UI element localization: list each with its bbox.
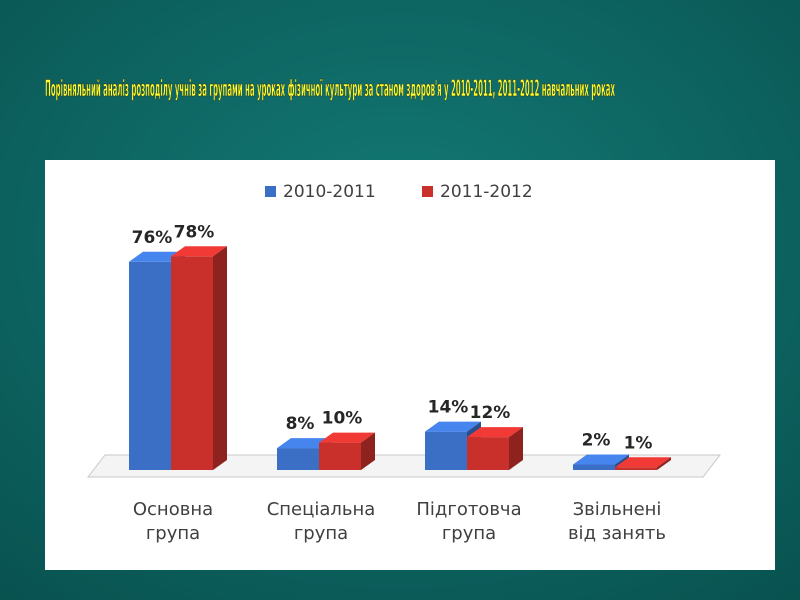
value-label: 2%: [582, 431, 611, 451]
legend-label: 2010-2011: [283, 182, 376, 202]
x-tick-label: Спеціальна група: [266, 499, 376, 544]
x-tick-label: Основна група: [132, 499, 214, 544]
bar-front: [319, 442, 361, 470]
value-label: 1%: [624, 433, 653, 453]
value-label: 10%: [322, 409, 363, 429]
value-label: 8%: [286, 414, 315, 434]
legend-swatch: [265, 186, 276, 197]
bar-top: [425, 421, 481, 432]
bar-side: [213, 246, 227, 470]
bar: [319, 432, 375, 470]
bar-top: [467, 427, 523, 438]
bar-front: [277, 448, 319, 470]
bar-front: [425, 431, 467, 470]
floor: [86, 454, 722, 478]
bar-front: [573, 464, 615, 470]
bar-top: [171, 246, 227, 257]
x-tick-label: Звільнені від занять: [567, 499, 667, 544]
bar: [467, 427, 523, 470]
bar-front: [467, 437, 509, 470]
legend-swatch: [422, 186, 433, 197]
bar: [171, 246, 227, 470]
bar-top: [615, 457, 671, 468]
bar-side: [361, 432, 375, 470]
legend-label: 2011-2012: [440, 182, 533, 202]
bar-side: [657, 457, 671, 470]
x-tick-label: Підготовча група: [416, 499, 522, 544]
bar-side: [509, 427, 523, 470]
bar-front: [615, 467, 657, 470]
value-label: 78%: [174, 222, 215, 242]
bar-top: [319, 432, 375, 443]
value-label: 76%: [132, 228, 173, 248]
bar-top: [573, 454, 629, 465]
chart-title: Порівняльний аналіз розподілу учнів за г…: [45, 77, 615, 102]
bar: [615, 457, 671, 470]
value-label: 14%: [428, 398, 469, 418]
value-label: 12%: [470, 403, 511, 423]
bar-front: [171, 256, 213, 470]
bar-front: [129, 261, 171, 470]
